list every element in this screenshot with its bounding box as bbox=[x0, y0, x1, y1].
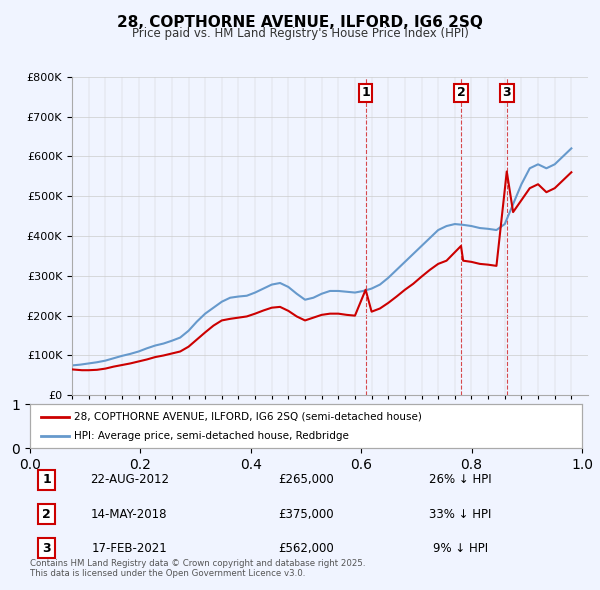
Text: Contains HM Land Registry data © Crown copyright and database right 2025.
This d: Contains HM Land Registry data © Crown c… bbox=[30, 559, 365, 578]
Text: 33% ↓ HPI: 33% ↓ HPI bbox=[430, 507, 492, 520]
Text: 17-FEB-2021: 17-FEB-2021 bbox=[91, 542, 167, 555]
Text: £375,000: £375,000 bbox=[278, 507, 334, 520]
Text: 14-MAY-2018: 14-MAY-2018 bbox=[91, 507, 167, 520]
Text: 26% ↓ HPI: 26% ↓ HPI bbox=[429, 473, 492, 487]
Text: 22-AUG-2012: 22-AUG-2012 bbox=[90, 473, 169, 487]
Text: 28, COPTHORNE AVENUE, ILFORD, IG6 2SQ (semi-detached house): 28, COPTHORNE AVENUE, ILFORD, IG6 2SQ (s… bbox=[74, 412, 422, 421]
Text: 9% ↓ HPI: 9% ↓ HPI bbox=[433, 542, 488, 555]
Text: HPI: Average price, semi-detached house, Redbridge: HPI: Average price, semi-detached house,… bbox=[74, 431, 349, 441]
Text: £265,000: £265,000 bbox=[278, 473, 334, 487]
Text: 1: 1 bbox=[42, 473, 51, 487]
Text: 3: 3 bbox=[42, 542, 51, 555]
Text: £562,000: £562,000 bbox=[278, 542, 334, 555]
Text: 2: 2 bbox=[42, 507, 51, 520]
Text: 1: 1 bbox=[361, 86, 370, 99]
Text: 3: 3 bbox=[502, 86, 511, 99]
Text: 2: 2 bbox=[457, 86, 466, 99]
Text: 28, COPTHORNE AVENUE, ILFORD, IG6 2SQ: 28, COPTHORNE AVENUE, ILFORD, IG6 2SQ bbox=[117, 15, 483, 30]
Text: Price paid vs. HM Land Registry's House Price Index (HPI): Price paid vs. HM Land Registry's House … bbox=[131, 27, 469, 40]
